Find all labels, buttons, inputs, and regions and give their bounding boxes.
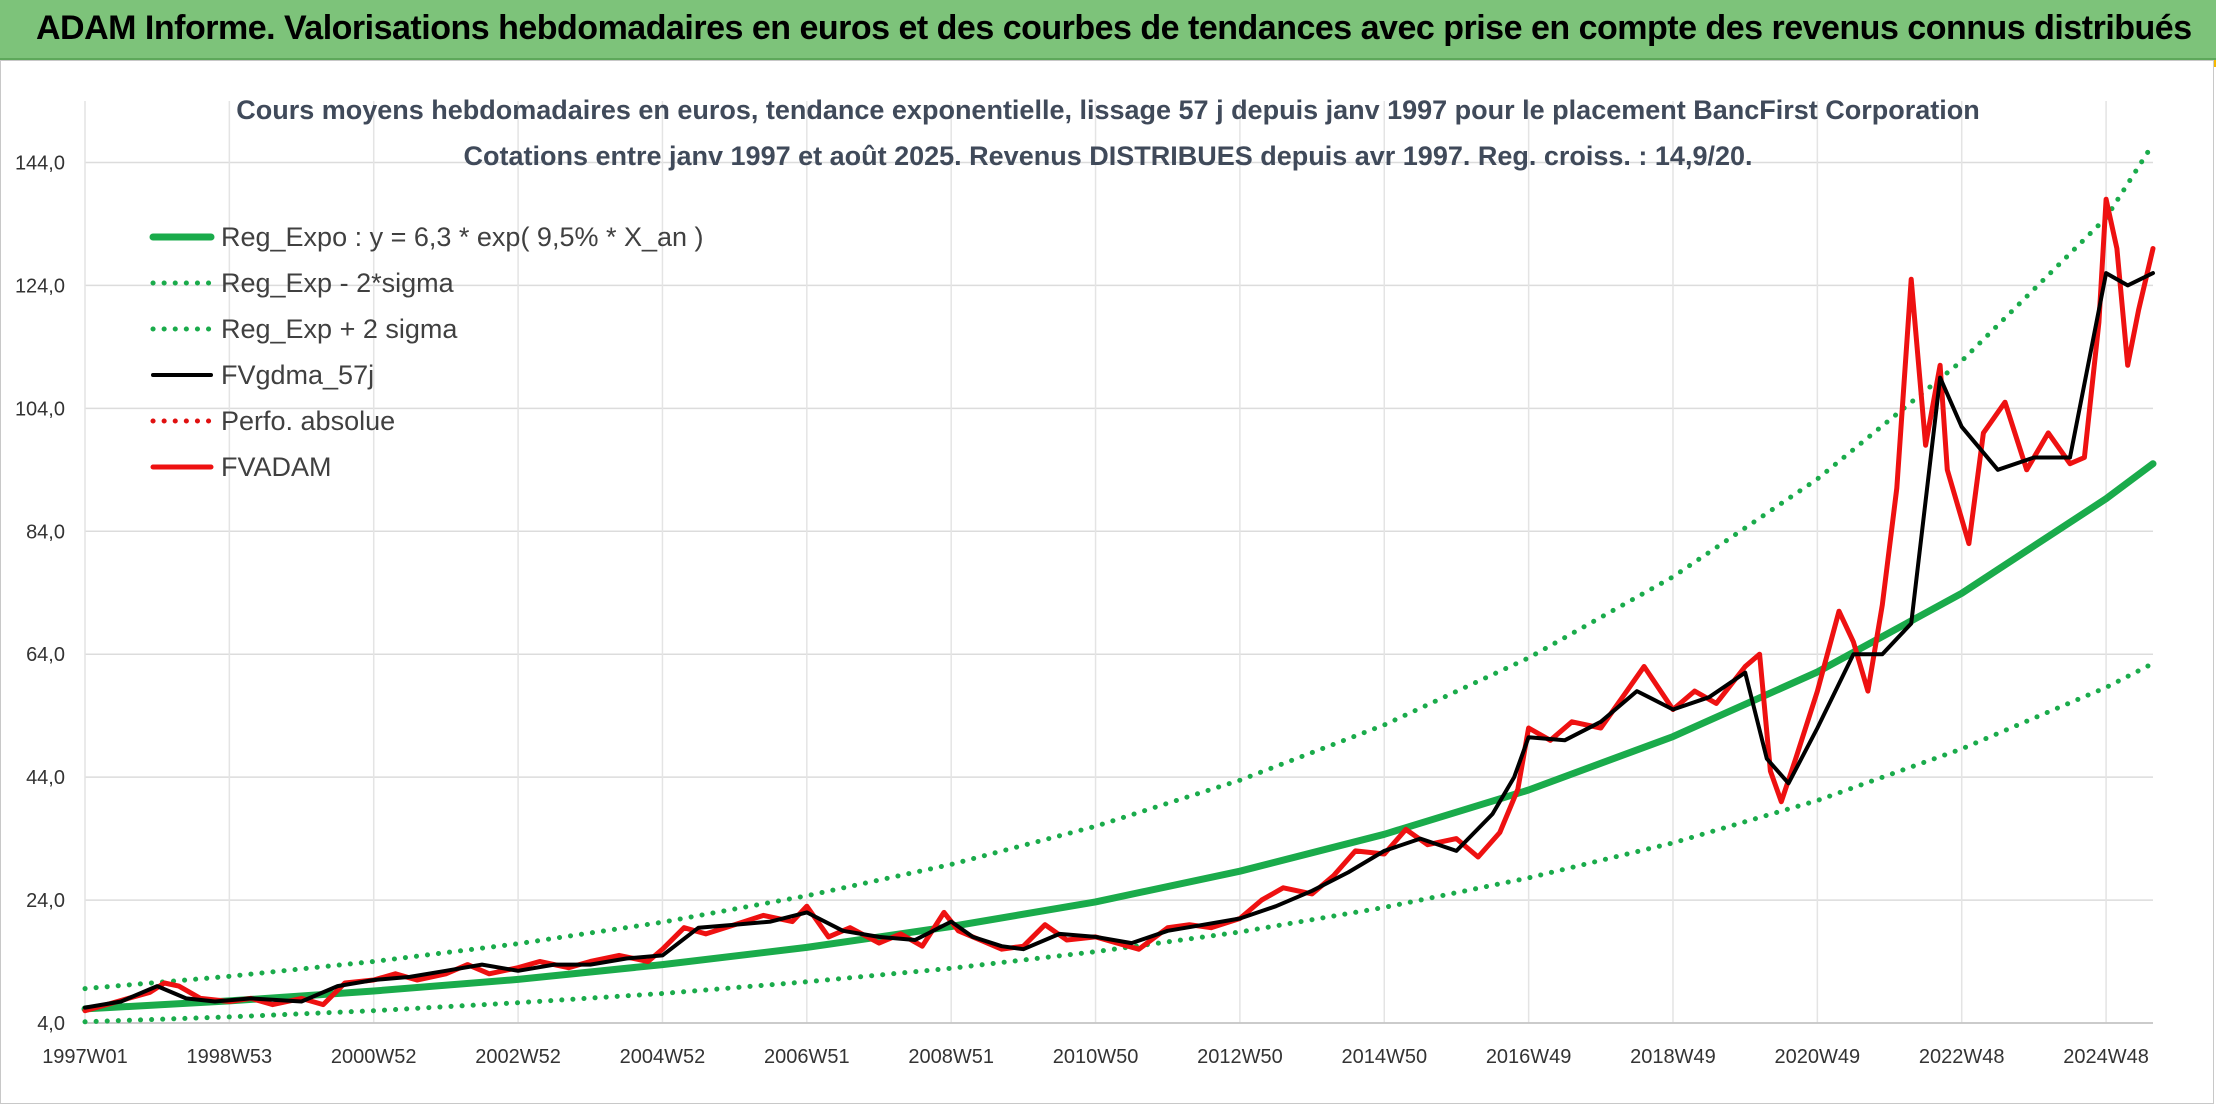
report-title: ADAM Informe. Valorisations hebdomadaire… [36, 9, 2192, 47]
x-tick-label: 2000W52 [331, 1046, 417, 1068]
legend-label: Reg_Expo : y = 6,3 * exp( 9,5% * X_an ) [221, 222, 704, 252]
x-tick-label: 2012W50 [1197, 1046, 1283, 1068]
x-tick-label: 2022W48 [1919, 1046, 2005, 1068]
series-line-1 [82, 660, 2156, 1025]
x-tick-label: 2010W50 [1053, 1046, 1139, 1068]
x-tick-label: 2014W50 [1341, 1046, 1427, 1068]
chart: Cours moyens hebdomadaires en euros, ten… [15, 95, 2157, 1068]
y-tick-label: 124,0 [15, 275, 65, 297]
y-tick-label: 144,0 [15, 152, 65, 174]
x-tick-label: 2024W48 [2063, 1046, 2149, 1068]
x-tick-label: 2008W51 [908, 1046, 994, 1068]
legend: Reg_Expo : y = 6,3 * exp( 9,5% * X_an ) R… [149, 222, 704, 482]
series-line-0 [81, 460, 2157, 1013]
y-tick-label: 44,0 [26, 767, 65, 789]
legend-label: Reg_Exp - 2*sigma [221, 268, 455, 298]
legend-label: FVADAM [221, 452, 332, 482]
chart-title-line-1: Cours moyens hebdomadaires en euros, ten… [236, 95, 1980, 125]
series-lines [81, 141, 2157, 1025]
x-tick-label: 2002W52 [475, 1046, 561, 1068]
series-line-3 [83, 271, 2155, 1010]
x-tick-label: 2020W49 [1775, 1046, 1861, 1068]
series-line-2 [82, 141, 2156, 992]
x-tick-label: 1997W01 [42, 1046, 128, 1068]
y-tick-label: 64,0 [26, 644, 65, 666]
x-tick-label: 2016W49 [1486, 1046, 1572, 1068]
y-tick-label: 84,0 [26, 521, 65, 543]
x-tick-label: 2006W51 [764, 1046, 850, 1068]
x-tick-label: 2018W49 [1630, 1046, 1716, 1068]
y-tick-label: 4,0 [37, 1013, 65, 1035]
chart-frame: Cours moyens hebdomadaires en euros, ten… [0, 60, 2214, 1104]
x-tick-label: 2004W52 [620, 1046, 706, 1068]
legend-label: FVgdma_57j [221, 360, 374, 390]
y-axis-ticks: 4,0 24,0 44,0 64,0 84,0 104,0 124,0 144,0 [15, 152, 65, 1035]
x-tick-label: 1998W53 [187, 1046, 273, 1068]
chart-titles: Cours moyens hebdomadaires en euros, ten… [236, 95, 1980, 171]
legend-label: Reg_Exp + 2 sigma [221, 314, 458, 344]
y-tick-label: 104,0 [15, 398, 65, 420]
x-axis-ticks: 1997W01 1998W53 2000W52 2002W52 2004W52 2006W… [42, 1046, 2149, 1068]
report-banner: ADAM Informe. Valorisations hebdomadaire… [0, 0, 2216, 60]
y-tick-label: 24,0 [26, 890, 65, 912]
chart-title-line-2: Cotations entre janv 1997 et août 2025. … [463, 141, 1752, 171]
legend-label: Perfo. absolue [221, 406, 395, 436]
